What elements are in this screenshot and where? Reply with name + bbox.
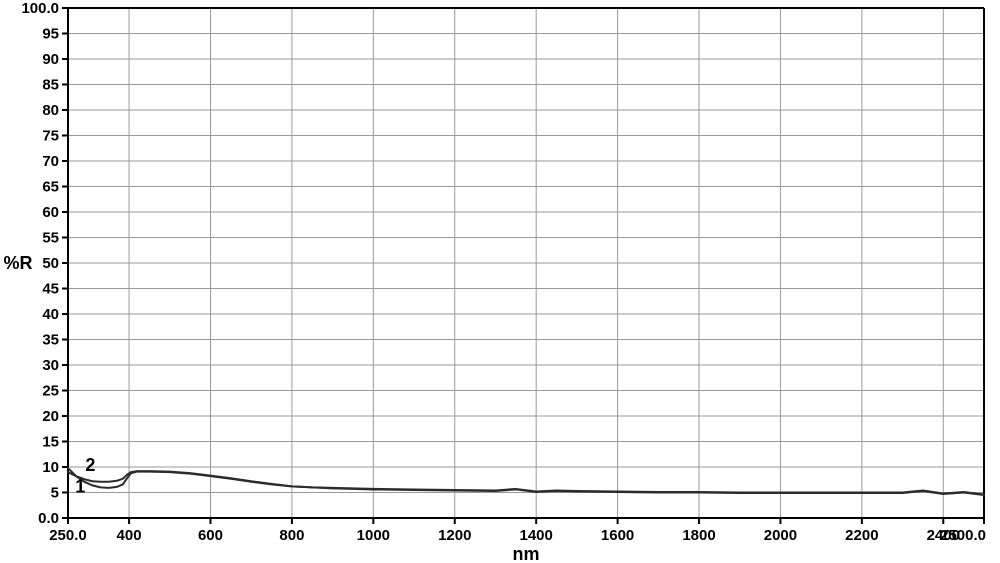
y-tick-label: 90 (42, 51, 59, 68)
x-tick-label: 1800 (682, 527, 715, 544)
x-tick-label: 2200 (845, 527, 878, 544)
y-tick-label: 70 (42, 153, 59, 170)
y-tick-label: 80 (42, 102, 59, 119)
y-tick-label: 65 (42, 179, 59, 196)
x-tick-label: 1400 (519, 527, 552, 544)
x-tick-label: 2000 (764, 527, 797, 544)
x-tick-label: 1200 (438, 527, 471, 544)
y-tick-label: 95 (42, 26, 59, 43)
y-tick-label: 35 (42, 332, 59, 349)
y-tick-label: 0.0 (38, 510, 59, 527)
y-tick-label: 45 (42, 281, 59, 298)
x-tick-label: 2500.0 (940, 527, 986, 544)
y-tick-label: 40 (42, 306, 59, 323)
y-tick-label: 55 (42, 230, 59, 247)
y-tick-label: 10 (42, 459, 59, 476)
y-tick-label: 5 (51, 485, 59, 502)
y-tick-label: 30 (42, 357, 59, 374)
x-tick-label: 1000 (357, 527, 390, 544)
chart-svg: 250.040060080010001200140016001800200022… (0, 0, 1000, 563)
y-tick-label: 85 (42, 77, 59, 94)
y-tick-label: 100.0 (21, 0, 59, 17)
x-tick-label: 400 (117, 527, 142, 544)
y-tick-label: 25 (42, 383, 59, 400)
x-tick-label: 600 (198, 527, 223, 544)
x-tick-label: 250.0 (49, 527, 87, 544)
y-tick-label: 20 (42, 408, 59, 425)
y-tick-label: 75 (42, 128, 59, 145)
y-tick-label: 60 (42, 204, 59, 221)
x-tick-label: 800 (279, 527, 304, 544)
y-tick-label: 50 (42, 255, 59, 272)
reflectance-spectrum-chart: 250.040060080010001200140016001800200022… (0, 0, 1000, 563)
y-tick-label: 15 (42, 434, 59, 451)
y-axis-label: %R (3, 253, 32, 273)
x-tick-label: 1600 (601, 527, 634, 544)
x-axis-label: nm (513, 544, 540, 563)
series-label-2: 2 (85, 455, 95, 475)
